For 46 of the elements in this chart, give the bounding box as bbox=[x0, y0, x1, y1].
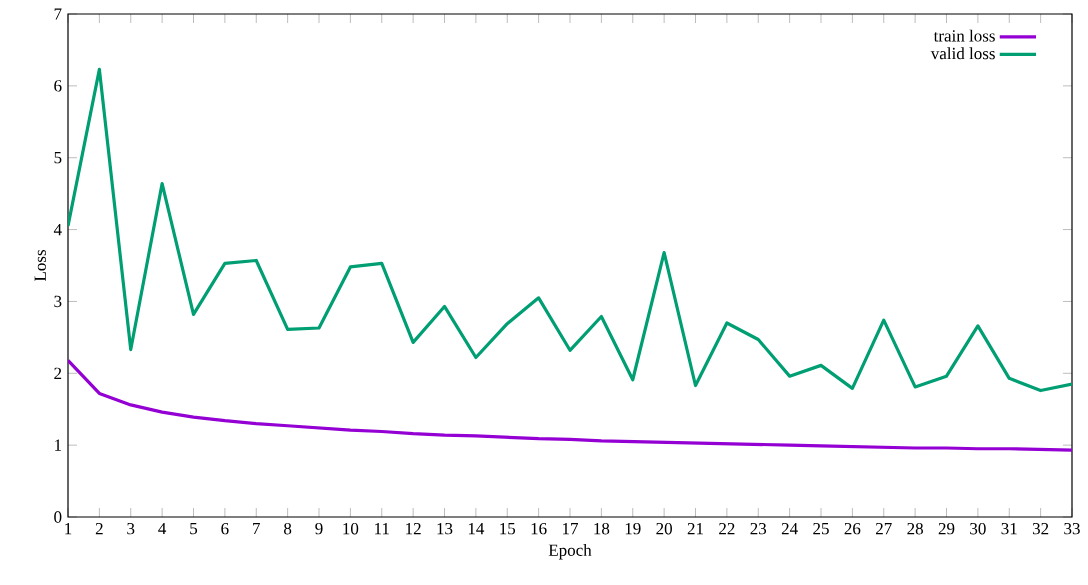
x-tick-label: 20 bbox=[656, 522, 672, 535]
x-tick-label: 26 bbox=[844, 522, 861, 535]
x-tick-label: 10 bbox=[343, 522, 359, 535]
y-tick-label: 4 bbox=[53, 223, 62, 236]
x-tick-label: 17 bbox=[563, 522, 578, 535]
x-tick-label: 18 bbox=[594, 522, 610, 535]
x-tick-label: 13 bbox=[437, 522, 453, 535]
legend-label: valid loss bbox=[930, 47, 995, 60]
x-tick-label: 11 bbox=[375, 522, 389, 535]
x-tick-label: 7 bbox=[253, 522, 260, 535]
x-tick-label: 22 bbox=[719, 522, 735, 535]
x-tick-label: 29 bbox=[938, 522, 955, 535]
y-axis-title: Loss bbox=[34, 250, 46, 282]
x-tick-label: 14 bbox=[468, 522, 485, 535]
x-tick-label: 27 bbox=[876, 522, 892, 535]
y-tick-label: 2 bbox=[54, 367, 62, 379]
x-tick-label: 16 bbox=[531, 522, 547, 535]
x-tick-label: 21 bbox=[687, 522, 703, 535]
x-tick-label: 30 bbox=[970, 522, 986, 535]
x-tick-label: 8 bbox=[284, 522, 292, 535]
x-tick-label: 1 bbox=[65, 522, 72, 535]
y-tick-label: 0 bbox=[54, 511, 62, 523]
x-tick-label: 28 bbox=[907, 522, 923, 535]
x-tick-label: 15 bbox=[500, 522, 516, 535]
x-tick-label: 9 bbox=[315, 522, 323, 535]
x-tick-label: 4 bbox=[158, 522, 167, 535]
x-tick-label: 2 bbox=[95, 522, 103, 535]
x-tick-label: 25 bbox=[813, 522, 829, 535]
x-tick-label: 19 bbox=[625, 522, 641, 535]
y-tick-label: 6 bbox=[54, 80, 62, 92]
x-tick-label: 32 bbox=[1032, 522, 1049, 535]
x-tick-label: 24 bbox=[781, 522, 798, 535]
x-tick-label: 33 bbox=[1064, 522, 1080, 535]
x-tick-label: 6 bbox=[221, 522, 229, 535]
x-tick-label: 31 bbox=[1001, 522, 1017, 535]
x-axis-title: Epoch bbox=[548, 544, 592, 560]
y-tick-label: 5 bbox=[54, 152, 62, 164]
x-tick-label: 5 bbox=[190, 522, 198, 535]
legend-label: train loss bbox=[933, 29, 995, 42]
line-series bbox=[68, 67, 1072, 393]
x-tick-label: 23 bbox=[750, 522, 767, 535]
y-tick-label: 1 bbox=[55, 439, 62, 451]
x-tick-label: 3 bbox=[127, 522, 135, 535]
x-tick-label: 12 bbox=[406, 522, 421, 535]
y-tick-label: 3 bbox=[54, 295, 62, 308]
y-tick-label: 7 bbox=[54, 8, 62, 20]
